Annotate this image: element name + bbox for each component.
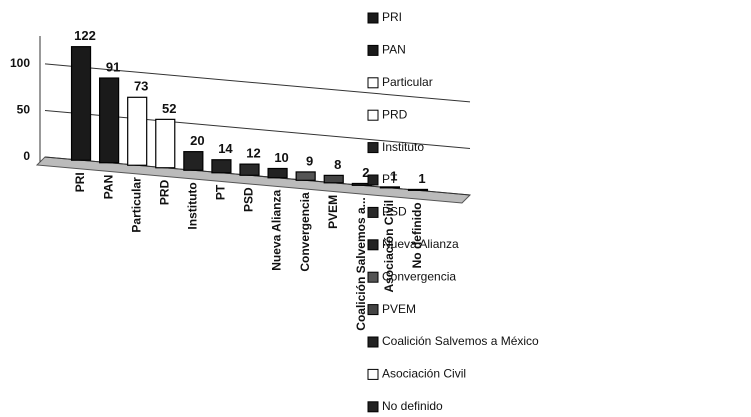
bar [295, 171, 316, 181]
legend-swatch [367, 174, 379, 186]
legend-swatch [367, 368, 379, 380]
value-label: 10 [274, 150, 288, 165]
y-tick-label: 0 [23, 149, 30, 163]
value-label: 52 [162, 101, 176, 116]
y-tick-label: 100 [10, 56, 30, 70]
x-tick-label: Nueva Alianza [270, 189, 284, 270]
legend-label: PT [382, 172, 398, 186]
legend-swatch [367, 44, 379, 56]
grid-line [44, 63, 471, 103]
x-tick-label: PRD [157, 179, 171, 205]
x-tick-label: No definido [410, 202, 424, 268]
bar [183, 151, 204, 171]
bar [127, 96, 148, 166]
legend-label: Convergencia [382, 269, 456, 283]
legend-swatch [367, 142, 379, 154]
legend-label: Particular [382, 75, 433, 89]
legend-label: Nueva Alianza [382, 237, 459, 251]
x-tick-label: PRI [73, 172, 87, 192]
legend-label: PVEM [382, 302, 416, 316]
bar [239, 163, 260, 176]
value-label: 20 [190, 133, 204, 148]
value-label: 91 [106, 59, 120, 74]
legend-swatch [367, 77, 379, 89]
legend-swatch [367, 271, 379, 283]
bar [155, 118, 176, 169]
legend-label: PAN [382, 43, 406, 57]
legend-label: No definido [382, 399, 443, 413]
value-label: 73 [134, 79, 148, 94]
legend-label: Coalición Salvemos a México [382, 334, 539, 348]
x-tick-label: PSD [242, 187, 256, 212]
legend-swatch [367, 239, 379, 251]
bar [70, 46, 92, 161]
value-label: 9 [306, 153, 313, 168]
legend-swatch [367, 109, 379, 121]
legend-swatch [367, 12, 379, 24]
legend-label: Instituto [382, 140, 424, 154]
legend-label: PRI [382, 10, 402, 24]
legend-swatch [367, 336, 379, 348]
x-tick-label: PT [214, 184, 228, 200]
x-tick-label: PAN [101, 175, 115, 199]
legend-swatch [367, 304, 379, 316]
bar [211, 159, 232, 174]
bar [267, 167, 288, 179]
value-label: 122 [74, 28, 96, 43]
bar [99, 77, 120, 164]
value-label: 1 [418, 171, 425, 186]
value-label: 1 [390, 168, 397, 183]
y-tick-label: 50 [17, 103, 31, 117]
legend-label: PRD [382, 107, 408, 121]
x-tick-label: Coalición Salvemos a... [354, 197, 368, 330]
bar [323, 174, 344, 184]
legend-label: Asociación Civil [382, 367, 466, 381]
value-label: 2 [362, 165, 369, 180]
legend-swatch [367, 206, 379, 218]
x-tick-label: Instituto [186, 182, 200, 229]
x-tick-label: PVEM [326, 195, 340, 229]
value-label: 12 [246, 146, 260, 161]
value-label: 8 [334, 157, 341, 172]
legend-swatch [367, 401, 379, 413]
legend-label: PSD [382, 205, 407, 219]
x-tick-label: Asociación Civil [382, 200, 396, 293]
x-tick-label: Particular [129, 177, 143, 233]
bar [379, 186, 400, 189]
x-tick-label: Convergencia [298, 192, 312, 272]
bar [407, 188, 429, 191]
grid-line [44, 156, 471, 196]
value-label: 14 [218, 141, 233, 156]
